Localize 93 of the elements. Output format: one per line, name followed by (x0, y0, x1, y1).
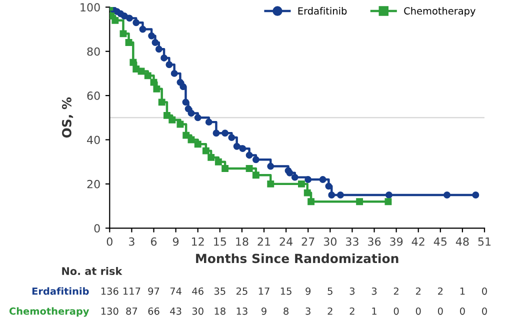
point (112, 16, 119, 24)
x-tick-label: 0 (106, 237, 112, 246)
point (152, 39, 159, 46)
point (176, 120, 184, 128)
point (444, 192, 450, 198)
x-tick-label: 9 (172, 237, 179, 246)
point (246, 152, 253, 159)
x-tick-label: 27 (302, 237, 314, 246)
point (319, 176, 326, 184)
point (126, 14, 133, 22)
point (222, 165, 229, 172)
point (328, 192, 336, 198)
point (180, 83, 187, 90)
x-tick-label: 48 (456, 237, 469, 246)
point (120, 12, 128, 20)
legend-label: Erdafitinib (298, 7, 347, 15)
point (160, 54, 168, 62)
text: Chemotherapy (9, 307, 90, 317)
point (336, 192, 344, 198)
x-tick-label: 15 (214, 238, 226, 246)
point (132, 19, 140, 26)
point (325, 182, 332, 190)
point (132, 66, 140, 73)
y-tick-label: 40 (87, 136, 100, 144)
point (166, 61, 173, 68)
x-tick-label: 39 (390, 237, 403, 246)
point (144, 72, 152, 80)
point (188, 110, 195, 117)
point (138, 68, 145, 75)
x-tick-label: 18 (236, 237, 248, 246)
point (308, 198, 315, 206)
point (164, 112, 170, 119)
point (291, 174, 298, 181)
point (125, 39, 132, 46)
x-axis-title: Months Since Randomization (196, 253, 398, 264)
text: 136 117 97 74 46 35 25 17 15 9 5 3 3 2 2 2 1 0 (101, 287, 487, 295)
point (384, 198, 392, 206)
point (208, 154, 215, 161)
point (267, 180, 274, 188)
x-tick-label: 24 (280, 237, 292, 246)
x-tick-label: 30 (324, 237, 336, 246)
x-tick-label: 36 (368, 237, 381, 246)
point (155, 46, 162, 53)
point (194, 140, 202, 148)
point (267, 162, 274, 170)
legend-label: Chemotherapy (404, 7, 476, 16)
point (150, 78, 158, 86)
y-tick-label: 100 (80, 3, 100, 12)
x-tick-label: 42 (412, 237, 424, 246)
x-tick-label: 21 (258, 237, 270, 246)
x-tick-label: 3 (129, 237, 134, 246)
text: 130 87 66 43 30 18 13 9 8 3 2 2 1 0 0 0 0 0 (101, 307, 487, 315)
point (298, 180, 305, 188)
x-tick-label: 51 (478, 238, 491, 246)
point (228, 134, 236, 142)
y-tick-label: 60 (87, 92, 100, 100)
y-tick-label: 0 (94, 224, 100, 233)
point (304, 189, 311, 196)
text: No. at risk (62, 266, 122, 276)
point (130, 58, 137, 66)
point (252, 156, 260, 164)
point (139, 26, 146, 33)
point (214, 158, 222, 166)
point (170, 70, 178, 77)
point (212, 130, 220, 137)
point (202, 147, 210, 154)
point (182, 98, 190, 106)
point (472, 192, 480, 198)
point (356, 198, 364, 206)
point (168, 116, 176, 124)
point (148, 32, 156, 40)
point (153, 85, 160, 92)
point (385, 192, 392, 198)
point (188, 136, 195, 144)
x-tick-label: 12 (192, 237, 204, 246)
point (239, 145, 246, 152)
y-tick-label: 20 (87, 180, 100, 188)
point (194, 114, 202, 122)
point (222, 130, 229, 137)
point (205, 118, 212, 126)
point (252, 172, 260, 179)
y-tick-label: 80 (87, 47, 100, 56)
x-tick-label: 45 (434, 238, 446, 246)
point (246, 165, 253, 172)
point (304, 176, 312, 184)
point (233, 142, 240, 150)
point (158, 98, 166, 106)
text: Erdafitinib (32, 287, 89, 295)
y-axis-title: OS, % (62, 97, 74, 138)
point (120, 30, 127, 38)
x-tick-label: 33 (346, 237, 358, 246)
x-tick-label: 6 (150, 237, 157, 246)
point (182, 132, 190, 139)
